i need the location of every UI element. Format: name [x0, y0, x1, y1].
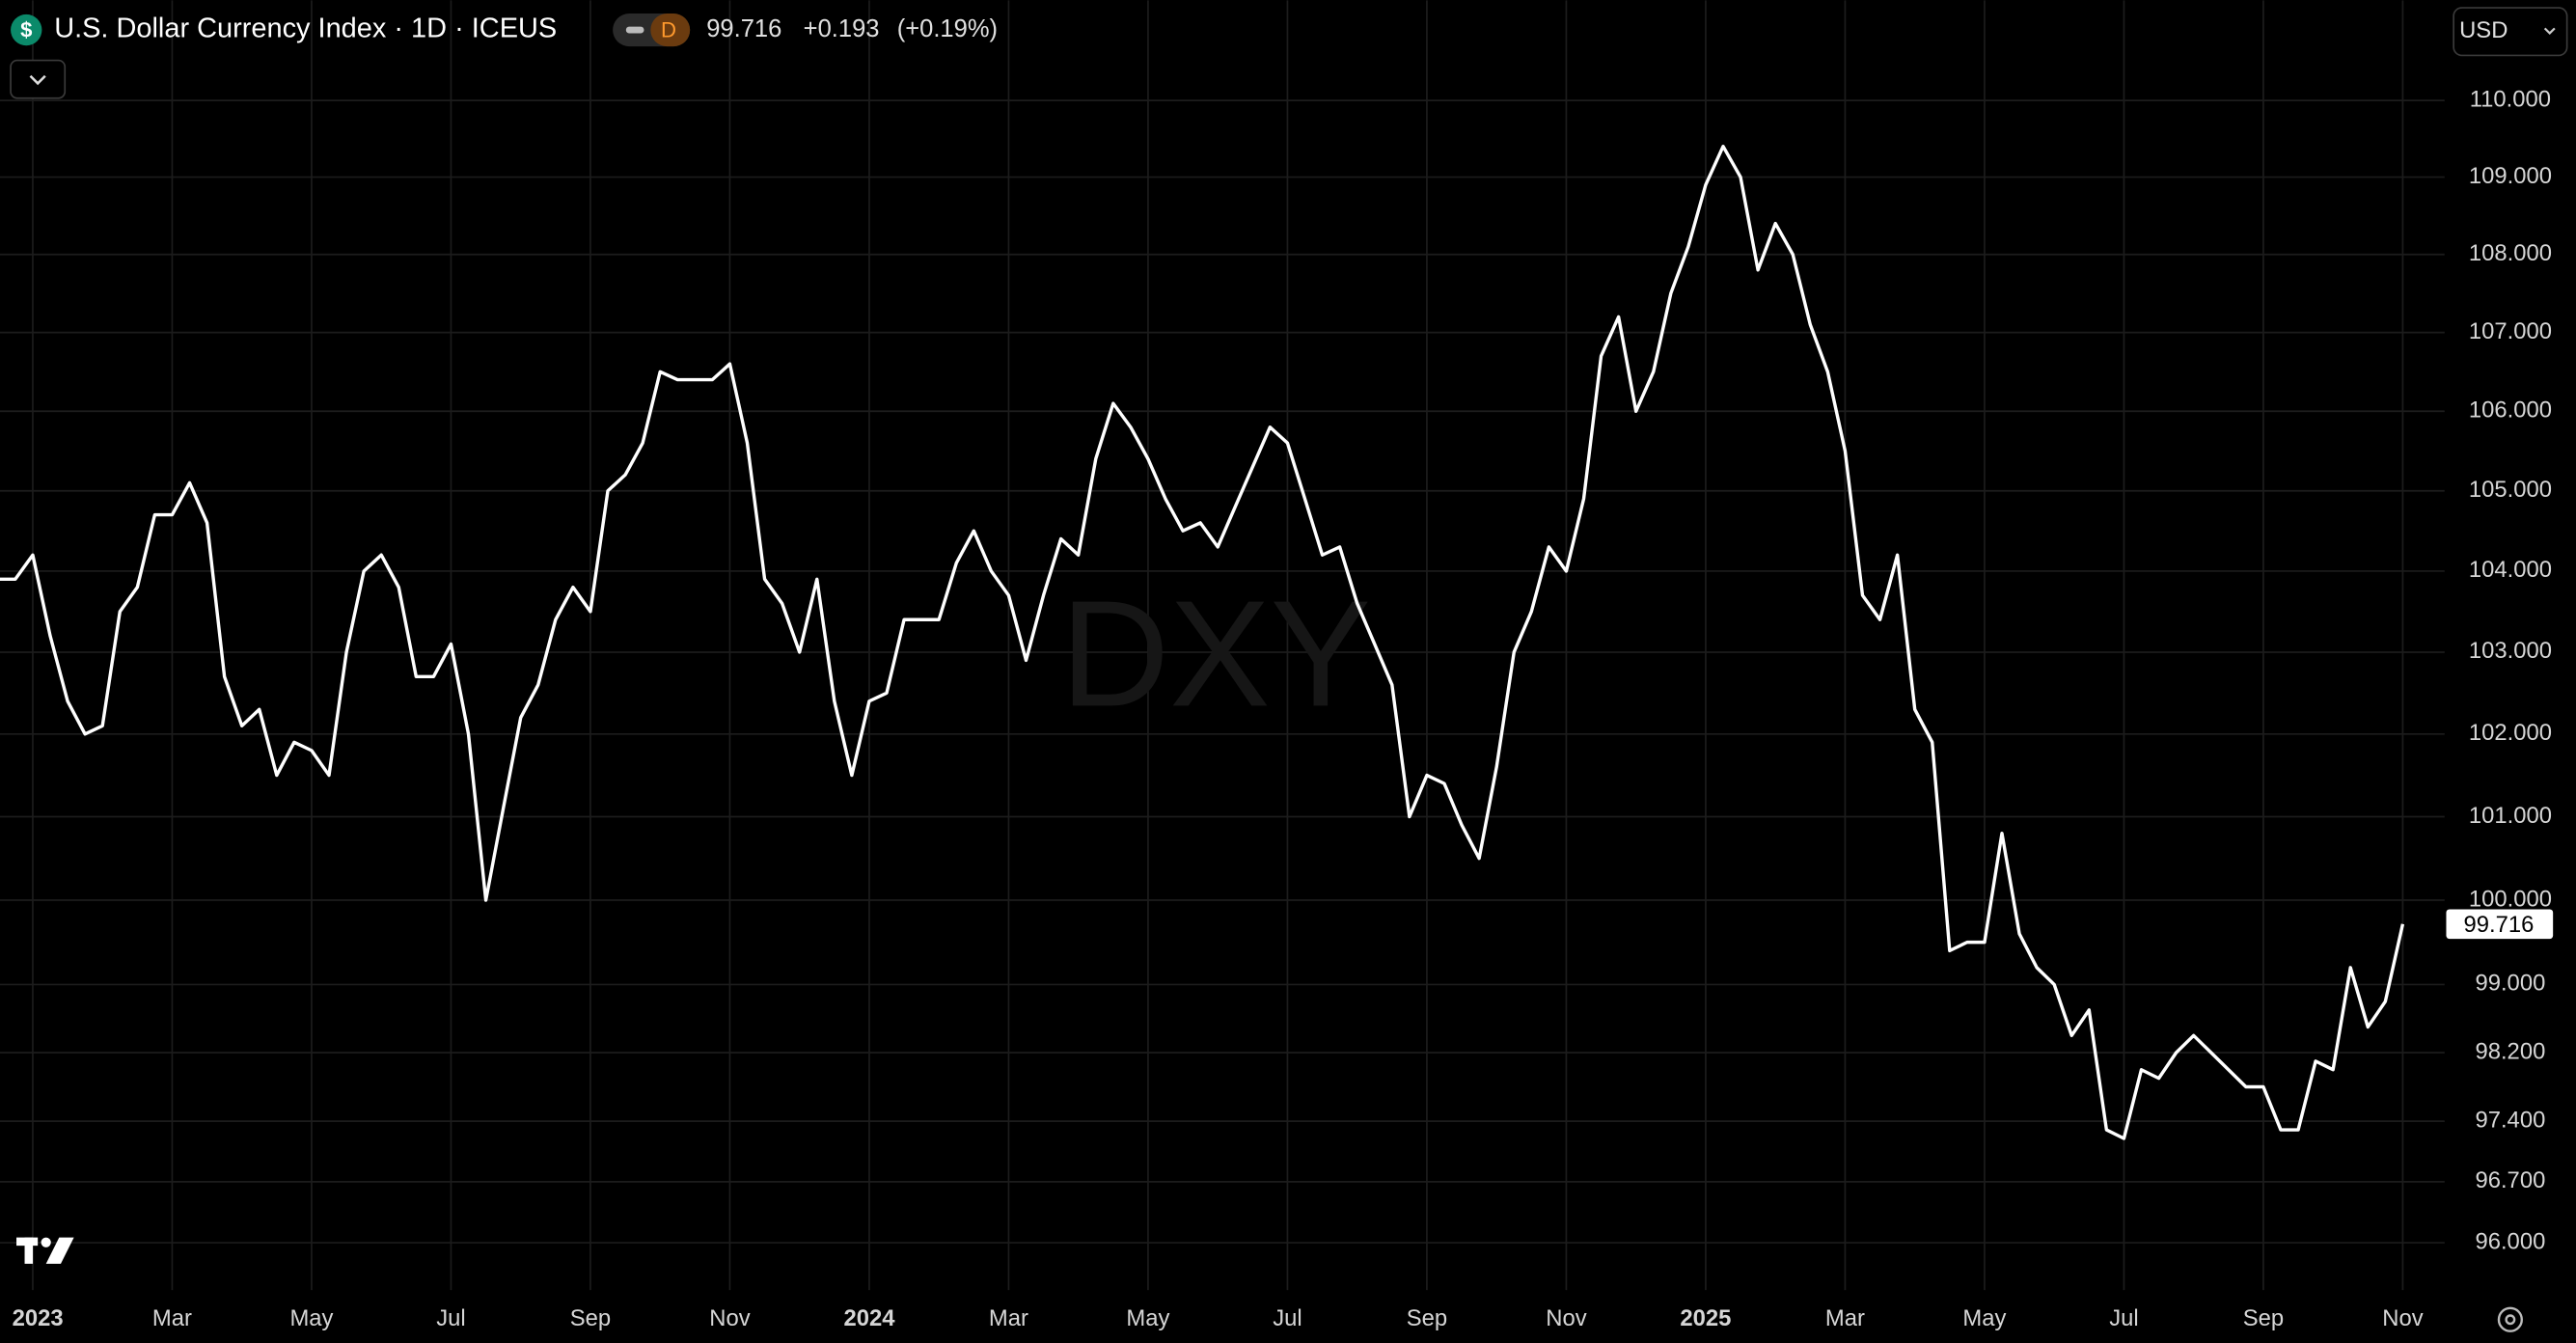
watermark: DXY	[1060, 569, 1371, 738]
x-tick-label: Sep	[570, 1305, 611, 1331]
y-tick-label: 103.000	[2469, 638, 2552, 664]
badge-dash	[625, 26, 644, 34]
x-tick-label: Sep	[1407, 1305, 1447, 1331]
logo-part	[24, 1237, 34, 1264]
x-tick-label: Mar	[152, 1305, 192, 1331]
change: +0.193	[804, 15, 880, 42]
badge-d-bg	[650, 14, 691, 47]
y-tick-label: 97.400	[2475, 1107, 2545, 1133]
y-tick-label: 110.000	[2470, 86, 2551, 112]
x-tick-label: Jul	[2109, 1305, 2138, 1331]
y-tick-label: 109.000	[2469, 163, 2552, 189]
axes: 110.000 109.000 108.000 107.000 106.000 105.0…	[13, 86, 2554, 1331]
logo[interactable]	[16, 1237, 74, 1264]
collapse-chevron	[29, 74, 46, 86]
x-tick-label: Sep	[2243, 1305, 2284, 1331]
y-tick-label: 102.000	[2469, 720, 2552, 746]
y-tick-label: 98.200	[2475, 1038, 2545, 1064]
currency-button[interactable]	[2453, 7, 2568, 57]
x-tick-label: Nov	[2382, 1305, 2423, 1331]
logo-part	[45, 1237, 74, 1264]
x-tick-label: 2024	[843, 1305, 895, 1331]
logo-part	[41, 1237, 51, 1247]
price-line	[0, 145, 2405, 1140]
y-tick-label: 101.000	[2469, 803, 2552, 829]
chart-title[interactable]: U.S. Dollar Currency Index · 1D · ICEUS	[54, 14, 557, 44]
settings-icon-center	[2505, 1314, 2516, 1326]
x-tick-label: Nov	[709, 1305, 750, 1331]
x-tick-label: May	[289, 1305, 333, 1331]
x-tick-label: 2025	[1680, 1305, 1731, 1331]
y-tick-label: 96.700	[2475, 1167, 2545, 1193]
y-tick-label: 105.000	[2469, 477, 2552, 503]
change-percent: (+0.19%)	[897, 15, 998, 42]
grid	[0, 0, 2445, 1291]
x-tick-label: Mar	[1825, 1305, 1865, 1331]
currency-label: USD	[2459, 17, 2507, 43]
x-tick-label: May	[1126, 1305, 1169, 1331]
price: 99.716	[706, 15, 781, 42]
y-tick-label: 100.000	[2469, 886, 2552, 912]
collapse-button[interactable]	[10, 59, 67, 99]
y-tick-label: 107.000	[2469, 318, 2552, 344]
last-price-box	[2446, 909, 2554, 940]
y-tick-label: 96.000	[2475, 1228, 2545, 1254]
last-price-label: 99.716	[2464, 912, 2535, 938]
x-tick-label: Nov	[1546, 1305, 1586, 1331]
plot	[0, 145, 2405, 1140]
y-tick-label: 104.000	[2469, 557, 2552, 583]
x-tick-label: 2023	[13, 1305, 64, 1331]
currency-chevron	[2543, 27, 2556, 36]
x-tick-label: May	[1962, 1305, 2006, 1331]
y-tick-label: 106.000	[2469, 397, 2552, 424]
badge-d: D	[661, 18, 676, 42]
y-tick-label: 108.000	[2469, 240, 2552, 266]
x-tick-label: Jul	[1273, 1305, 1302, 1331]
symbol-icon-text: $	[20, 18, 32, 42]
y-tick-label: 99.000	[2475, 971, 2545, 997]
settings-icon[interactable]	[2497, 1306, 2523, 1332]
x-tick-label: Mar	[989, 1305, 1028, 1331]
symbol-icon	[11, 14, 42, 46]
x-tick-label: Jul	[436, 1305, 465, 1331]
